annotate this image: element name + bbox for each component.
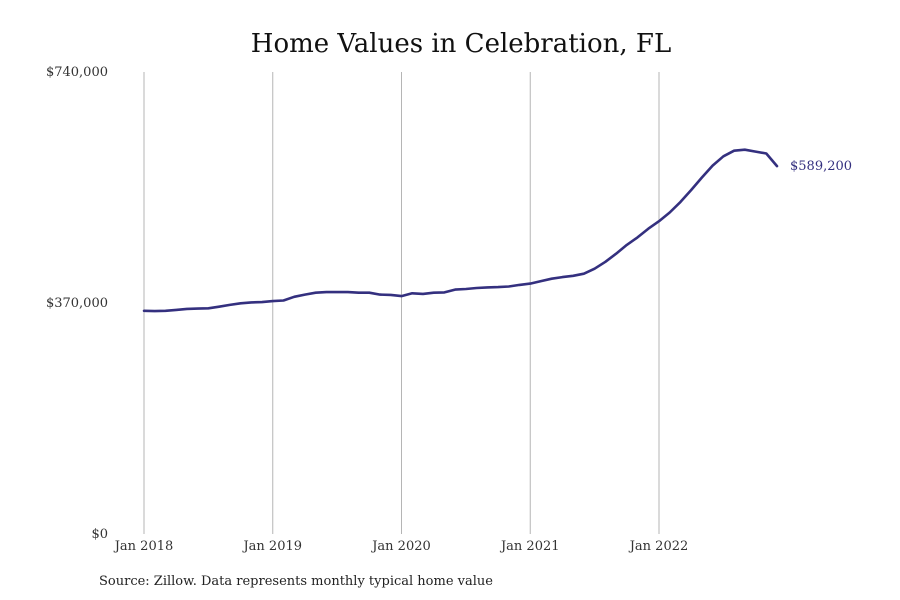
x-tick-label: Jan 2022 [628, 539, 689, 554]
y-tick-label: $370,000 [46, 296, 108, 311]
y-axis-tick-labels: $0 $370,000 $740,000 [46, 65, 108, 542]
chart-title: Home Values in Celebration, FL [251, 29, 671, 59]
x-axis-tick-labels: Jan 2018 Jan 2019 Jan 2020 Jan 2021 Jan 2022 [113, 539, 689, 554]
series-line [142, 148, 779, 313]
x-tick-label: Jan 2020 [370, 539, 431, 554]
x-tick-label: Jan 2018 [113, 539, 174, 554]
x-tick-label: Jan 2019 [241, 539, 302, 554]
end-value-label: $589,200 [790, 159, 852, 174]
x-tick-label: Jan 2021 [499, 539, 560, 554]
series-group [142, 148, 779, 313]
source-note: Source: Zillow. Data represents monthly … [99, 574, 493, 589]
y-tick-label: $740,000 [46, 65, 108, 80]
x-gridlines [143, 72, 660, 534]
y-tick-label: $0 [91, 527, 108, 542]
